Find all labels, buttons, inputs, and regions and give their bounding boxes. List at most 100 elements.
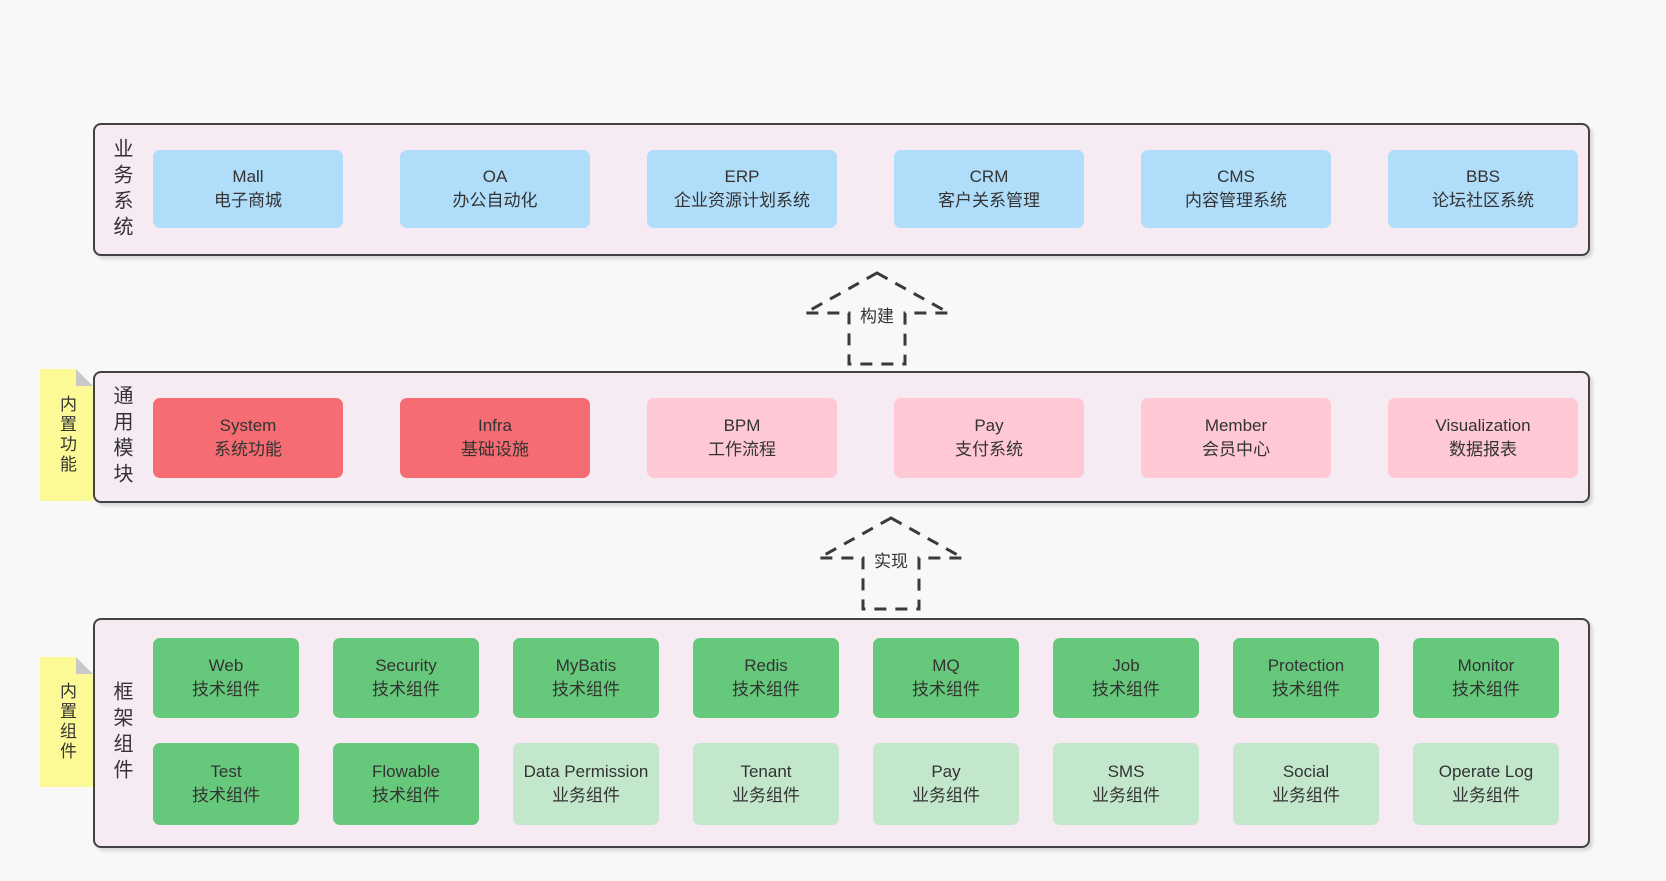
- box-pay-module: Pay 支付系统: [894, 398, 1084, 478]
- box-subtitle: 技术组件: [732, 680, 800, 699]
- box-subtitle: 数据报表: [1449, 440, 1517, 459]
- box-subtitle: 技术组件: [912, 680, 980, 699]
- box-title: CRM: [969, 166, 1009, 186]
- box-title: BBS: [1465, 166, 1501, 186]
- box-title: Test: [210, 761, 242, 781]
- box-bbs: BBS 论坛社区系统: [1388, 150, 1578, 228]
- box-subtitle: 论坛社区系统: [1432, 191, 1534, 210]
- box-title: OA: [482, 166, 508, 186]
- box-visualization: Visualization 数据报表: [1388, 398, 1578, 478]
- note-text: 内置组件: [57, 682, 76, 762]
- arrow-build-label: 构建: [857, 302, 897, 327]
- framework-components-row-1: Web 技术组件 Security 技术组件 MyBatis 技术组件 Redi…: [153, 638, 1559, 718]
- note-built-in-features: 内置功能: [40, 369, 93, 501]
- arrow-implement-label: 实现: [871, 547, 911, 572]
- box-title: Job: [1112, 655, 1140, 675]
- box-subtitle: 工作流程: [708, 440, 776, 459]
- box-member: Member 会员中心: [1141, 398, 1331, 478]
- box-title: Data Permission: [523, 761, 649, 781]
- box-subtitle: 技术组件: [1092, 680, 1160, 699]
- box-title: MyBatis: [555, 655, 617, 675]
- box-title: Monitor: [1457, 655, 1515, 675]
- box-title: Protection: [1267, 655, 1345, 675]
- box-erp: ERP 企业资源计划系统: [647, 150, 837, 228]
- box-system: System 系统功能: [153, 398, 343, 478]
- box-subtitle: 业务组件: [732, 786, 800, 805]
- box-title: Tenant: [740, 761, 792, 781]
- box-title: Member: [1204, 415, 1268, 435]
- layer-label-common-modules: 通用模块: [107, 373, 136, 501]
- arrow-up-dashed-icon: [816, 516, 966, 611]
- arrow-build: 构建: [802, 270, 952, 367]
- layer-business-systems: 业务系统 Mall 电子商城 OA 办公自动化 ERP 企业资源计划系统 CRM…: [93, 123, 1590, 256]
- box-social: Social 业务组件: [1233, 743, 1379, 825]
- layer-label-framework-components: 框架组件: [107, 620, 136, 846]
- box-title: Social: [1282, 761, 1330, 781]
- box-oa: OA 办公自动化: [400, 150, 590, 228]
- box-subtitle: 技术组件: [372, 680, 440, 699]
- box-subtitle: 办公自动化: [452, 191, 538, 210]
- box-title: SMS: [1107, 761, 1145, 781]
- box-data-permission: Data Permission 业务组件: [513, 743, 659, 825]
- box-subtitle: 业务组件: [1452, 786, 1520, 805]
- box-subtitle: 会员中心: [1202, 440, 1270, 459]
- box-redis: Redis 技术组件: [693, 638, 839, 718]
- box-subtitle: 技术组件: [192, 786, 260, 805]
- box-protection: Protection 技术组件: [1233, 638, 1379, 718]
- framework-components-row-2: Test 技术组件 Flowable 技术组件 Data Permission …: [153, 743, 1559, 825]
- box-mq: MQ 技术组件: [873, 638, 1019, 718]
- box-tenant: Tenant 业务组件: [693, 743, 839, 825]
- box-test: Test 技术组件: [153, 743, 299, 825]
- layer-label-text: 通用模块: [110, 385, 132, 489]
- box-subtitle: 企业资源计划系统: [674, 191, 810, 210]
- common-modules-row: System 系统功能 Infra 基础设施 BPM 工作流程 Pay 支付系统…: [153, 398, 1578, 478]
- box-title: Mall: [232, 166, 264, 186]
- box-title: Flowable: [371, 761, 441, 781]
- box-subtitle: 业务组件: [1272, 786, 1340, 805]
- box-title: Infra: [477, 415, 513, 435]
- business-systems-row: Mall 电子商城 OA 办公自动化 ERP 企业资源计划系统 CRM 客户关系…: [153, 150, 1578, 228]
- layer-common-modules: 通用模块 System 系统功能 Infra 基础设施 BPM 工作流程 Pay…: [93, 371, 1590, 503]
- box-title: ERP: [724, 166, 760, 186]
- box-title: Security: [375, 655, 437, 675]
- box-subtitle: 技术组件: [1272, 680, 1340, 699]
- box-monitor: Monitor 技术组件: [1413, 638, 1559, 718]
- box-title: System: [219, 415, 277, 435]
- box-subtitle: 业务组件: [912, 786, 980, 805]
- box-subtitle: 客户关系管理: [938, 191, 1040, 210]
- box-subtitle: 技术组件: [1452, 680, 1520, 699]
- box-web: Web 技术组件: [153, 638, 299, 718]
- box-title: Web: [208, 655, 244, 675]
- note-built-in-components: 内置组件: [40, 657, 93, 787]
- layer-label-business-systems: 业务系统: [107, 125, 136, 254]
- box-title: Pay: [974, 415, 1004, 435]
- box-subtitle: 内容管理系统: [1185, 191, 1287, 210]
- box-infra: Infra 基础设施: [400, 398, 590, 478]
- box-mybatis: MyBatis 技术组件: [513, 638, 659, 718]
- box-operate-log: Operate Log 业务组件: [1413, 743, 1559, 825]
- box-subtitle: 技术组件: [192, 680, 260, 699]
- box-subtitle: 系统功能: [214, 440, 282, 459]
- box-flowable: Flowable 技术组件: [333, 743, 479, 825]
- box-subtitle: 业务组件: [1092, 786, 1160, 805]
- box-title: Operate Log: [1438, 761, 1534, 781]
- box-title: CMS: [1217, 166, 1255, 186]
- box-bpm: BPM 工作流程: [647, 398, 837, 478]
- box-security: Security 技术组件: [333, 638, 479, 718]
- box-crm: CRM 客户关系管理: [894, 150, 1084, 228]
- box-pay-component: Pay 业务组件: [873, 743, 1019, 825]
- box-subtitle: 基础设施: [461, 440, 529, 459]
- layer-label-text: 框架组件: [110, 681, 132, 785]
- layer-label-text: 业务系统: [110, 137, 132, 242]
- box-title: Pay: [931, 761, 961, 781]
- box-title: Redis: [744, 655, 788, 675]
- layer-framework-components: 框架组件 Web 技术组件 Security 技术组件 MyBatis 技术组件…: [93, 618, 1590, 848]
- box-subtitle: 电子商城: [214, 191, 282, 210]
- box-title: BPM: [723, 415, 761, 435]
- arrow-implement: 实现: [816, 515, 966, 612]
- arrow-up-dashed-icon: [802, 271, 952, 366]
- box-subtitle: 技术组件: [552, 680, 620, 699]
- box-subtitle: 业务组件: [552, 786, 620, 805]
- box-subtitle: 技术组件: [372, 786, 440, 805]
- box-title: Visualization: [1435, 415, 1531, 435]
